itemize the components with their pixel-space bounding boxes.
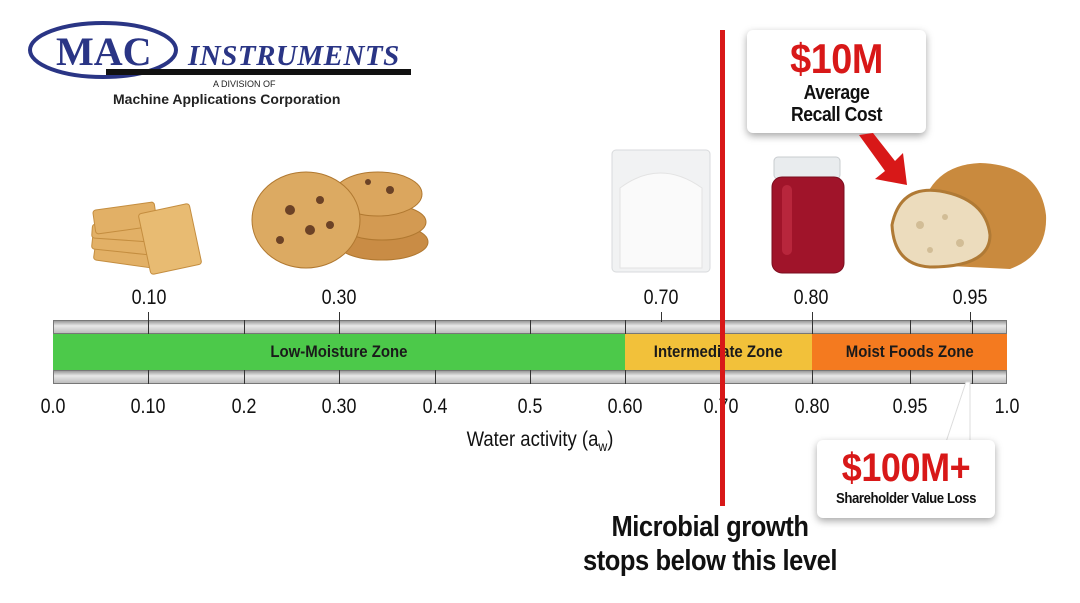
food-value-jam: 0.80 — [793, 286, 829, 309]
crackers-image — [91, 201, 202, 275]
threshold-caption-line2: stops below this level — [582, 545, 838, 577]
scale-tick — [339, 370, 340, 384]
scale-tick — [812, 370, 813, 384]
food-value-bread: 0.95 — [952, 286, 988, 309]
axis-tick-label: 0.80 — [794, 395, 830, 418]
shareholder-loss-amount: $100M+ — [841, 446, 971, 490]
axis-tick-label: 0.30 — [321, 395, 357, 418]
axis-tick-label: 0.5 — [517, 395, 543, 418]
scale-tick — [435, 370, 436, 384]
scale-tick — [812, 320, 813, 334]
zone-low-moisture: Low-Moisture Zone — [53, 334, 625, 370]
jam-jar-image — [771, 156, 845, 274]
callout-pointer — [945, 381, 971, 442]
flour-bag-image — [611, 149, 711, 273]
logo-name: INSTRUMENTS — [188, 40, 400, 72]
axis-tick-label: 0.10 — [130, 395, 166, 418]
axis-tick-label: 0.0 — [40, 395, 66, 418]
axis-tick-label: 1.0 — [994, 395, 1020, 418]
scale-tick — [244, 320, 245, 334]
zone-label: Moist Foods Zone — [845, 342, 974, 361]
arrow-icon — [859, 133, 907, 185]
scale-tick — [530, 320, 531, 334]
shareholder-loss-label: Shareholder Value Loss — [836, 490, 976, 507]
scale-tick — [972, 370, 973, 384]
logo-brand: MAC — [56, 29, 152, 74]
scale-tick — [910, 320, 911, 334]
axis-title-close: ) — [607, 428, 614, 451]
scale-tick — [530, 370, 531, 384]
recall-cost-amount: $10M — [790, 35, 883, 82]
bread-loaf-image — [890, 163, 1047, 269]
scale-tick — [625, 370, 626, 384]
axis-title: Water activity (aw) — [452, 428, 628, 454]
axis-tick-label: 0.2 — [231, 395, 257, 418]
logo-parent: Machine Applications Corporation — [113, 91, 341, 107]
axis-tick-label: 0.95 — [892, 395, 928, 418]
threshold-caption-line1: Microbial growth — [611, 511, 809, 543]
food-pointer-tick — [812, 312, 813, 322]
scale-tick — [625, 320, 626, 334]
scale-tick — [339, 320, 340, 334]
axis-title-subscript: w — [598, 438, 608, 455]
zone-label: Low-Moisture Zone — [270, 342, 408, 361]
axis-tick-label: 0.4 — [422, 395, 448, 418]
scale-tick — [435, 320, 436, 334]
food-value-crackers: 0.10 — [131, 286, 167, 309]
food-value-flour: 0.70 — [643, 286, 679, 309]
food-pointer-tick — [661, 312, 662, 322]
recall-cost-line1: Average — [803, 82, 870, 104]
food-pointer-tick — [148, 312, 149, 322]
logo: MAC INSTRUMENTS A DIVISION OF Machine Ap… — [28, 20, 418, 110]
food-pointer-tick — [339, 312, 340, 322]
food-pointer-tick — [970, 312, 971, 322]
recall-cost-callout: $10M Average Recall Cost — [747, 30, 926, 133]
scale-tick — [910, 370, 911, 384]
food-value-cookies: 0.30 — [321, 286, 357, 309]
scale-tick — [972, 320, 973, 334]
logo-division: A DIVISION OF — [213, 79, 276, 89]
scale-tick — [148, 320, 149, 334]
scale-tick — [244, 370, 245, 384]
zone-label: Intermediate Zone — [654, 342, 783, 361]
cookies-image — [251, 171, 429, 269]
recall-cost-line2: Recall Cost — [790, 104, 883, 126]
zone-intermediate: Intermediate Zone — [625, 334, 812, 370]
threshold-caption: Microbial growth stops below this level — [560, 510, 859, 578]
shareholder-loss-callout: $100M+ Shareholder Value Loss — [817, 440, 995, 518]
scale-tick — [148, 370, 149, 384]
threshold-line — [720, 30, 725, 506]
zone-moist-foods: Moist Foods Zone — [812, 334, 1007, 370]
axis-tick-label: 0.60 — [607, 395, 643, 418]
axis-title-text: Water activity (a — [466, 428, 599, 451]
